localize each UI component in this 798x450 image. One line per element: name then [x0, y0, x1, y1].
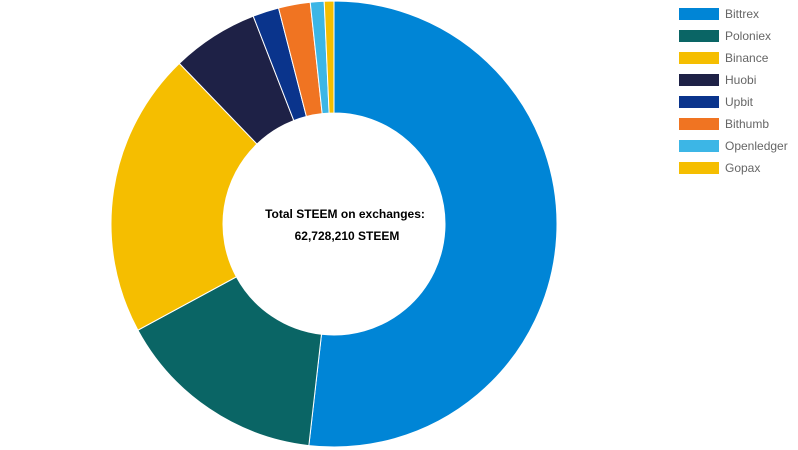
legend-swatch [679, 96, 719, 108]
slice-binance[interactable] [110, 62, 258, 331]
donut-chart: Total STEEM on exchanges: 62,728,210 STE… [110, 0, 558, 448]
legend-label: Huobi [725, 73, 757, 87]
legend-swatch [679, 8, 719, 20]
donut-slices [110, 0, 558, 448]
slice-poloniex[interactable] [137, 276, 323, 447]
legend-label: Gopax [725, 161, 761, 175]
slice-bittrex[interactable] [308, 0, 558, 448]
legend-item-upbit[interactable]: Upbit [679, 91, 788, 113]
legend-label: Openledger [725, 139, 788, 153]
legend-swatch [679, 30, 719, 42]
legend-swatch [679, 52, 719, 64]
chart-legend: Bittrex Poloniex Binance Huobi Upbit Bithumb O… [679, 3, 788, 179]
legend-item-bithumb[interactable]: Bithumb [679, 113, 788, 135]
legend-item-gopax[interactable]: Gopax [679, 157, 788, 179]
legend-label: Poloniex [725, 29, 772, 43]
legend-item-bittrex[interactable]: Bittrex [679, 3, 788, 25]
legend-item-poloniex[interactable]: Poloniex [679, 25, 788, 47]
legend-swatch [679, 118, 719, 130]
legend-item-huobi[interactable]: Huobi [679, 69, 788, 91]
slice-gopax[interactable] [323, 0, 335, 114]
legend-item-binance[interactable]: Binance [679, 47, 788, 69]
legend-label: Binance [725, 51, 769, 65]
legend-swatch [679, 74, 719, 86]
legend-label: Bithumb [725, 117, 770, 131]
center-label-amount: 62,728,210 STEEM [295, 229, 400, 243]
legend-item-openledger[interactable]: Openledger [679, 135, 788, 157]
legend-swatch [679, 140, 719, 152]
legend-label: Upbit [725, 95, 754, 109]
legend-swatch [679, 162, 719, 174]
legend-label: Bittrex [725, 7, 760, 21]
center-label-total: Total STEEM on exchanges: [265, 207, 425, 221]
